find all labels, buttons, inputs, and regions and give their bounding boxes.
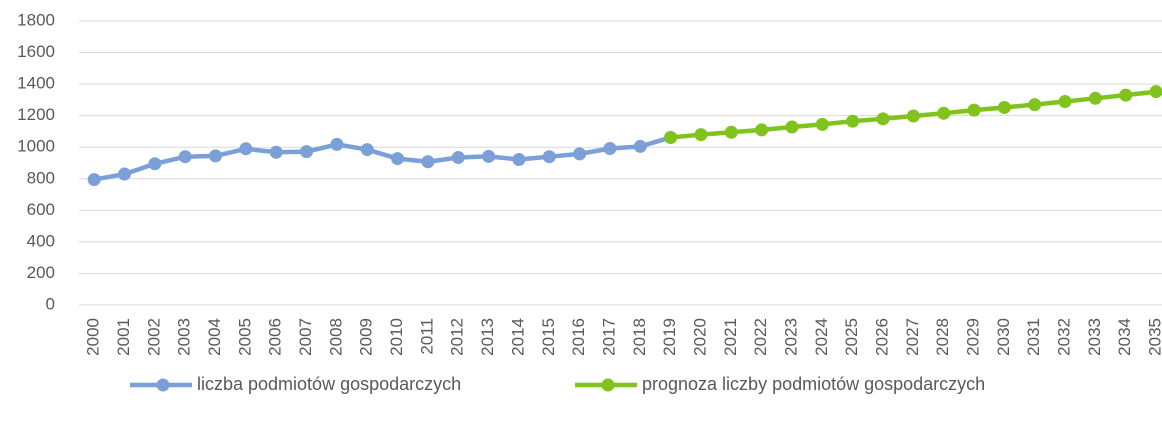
x-tick-label: 2008 <box>326 318 345 356</box>
y-tick-label: 0 <box>46 294 55 313</box>
x-tick-label: 2006 <box>266 318 285 356</box>
marker <box>239 142 253 156</box>
x-tick-label: 2004 <box>205 318 224 356</box>
y-tick-label: 600 <box>27 200 55 219</box>
marker <box>512 153 526 167</box>
x-tick-label: 2019 <box>660 318 679 356</box>
x-tick-label: 2034 <box>1115 318 1134 356</box>
legend-marker <box>156 378 170 392</box>
legend-label: liczba podmiotów gospodarczych <box>197 374 461 394</box>
x-tick-label: 2011 <box>417 318 436 355</box>
y-tick-label: 400 <box>27 231 55 250</box>
legend: liczba podmiotów gospodarczych prognoza l… <box>130 374 985 394</box>
x-tick-label: 2005 <box>235 318 254 356</box>
x-tick-label: 2023 <box>781 318 800 356</box>
y-tick-label: 1400 <box>17 74 55 93</box>
x-tick-label: 2015 <box>539 318 558 356</box>
marker <box>300 145 314 159</box>
x-tick-label: 2001 <box>114 318 133 356</box>
y-tick-label: 1600 <box>17 42 55 61</box>
marker <box>755 123 769 137</box>
marker <box>1058 94 1072 108</box>
marker <box>876 112 890 126</box>
marker <box>391 152 405 166</box>
marker <box>148 157 162 171</box>
marker <box>997 100 1011 114</box>
x-tick-label: 2033 <box>1085 318 1104 356</box>
x-tick-label: 2007 <box>296 318 315 356</box>
x-tick-label: 2025 <box>842 318 861 356</box>
x-tick-label: 2013 <box>478 318 497 356</box>
marker <box>360 143 374 157</box>
y-tick-label: 800 <box>27 168 55 187</box>
y-tick-label: 1200 <box>17 105 55 124</box>
x-tick-label: 2026 <box>872 318 891 356</box>
x-tick-label: 2024 <box>812 318 831 356</box>
x-tick-label: 2017 <box>599 318 618 356</box>
marker <box>118 167 132 181</box>
y-tick-label: 1800 <box>17 10 55 29</box>
marker <box>573 147 587 161</box>
marker <box>694 128 708 142</box>
x-tick-label: 2027 <box>903 318 922 356</box>
x-tick-label: 2014 <box>508 318 527 356</box>
marker <box>633 139 647 153</box>
marker <box>937 106 951 120</box>
marker <box>1149 85 1162 99</box>
x-tick-label: 2022 <box>751 318 770 356</box>
x-tick-label: 2032 <box>1055 318 1074 356</box>
marker <box>664 130 678 144</box>
x-tick-label: 2010 <box>387 318 406 356</box>
x-tick-label: 2021 <box>721 318 740 356</box>
x-tick-label: 2009 <box>357 318 376 356</box>
x-tick-label: 2018 <box>630 318 649 356</box>
marker <box>967 103 981 117</box>
x-tick-label: 2000 <box>84 318 103 356</box>
marker <box>269 145 283 159</box>
marker <box>785 120 799 134</box>
marker <box>482 149 496 163</box>
legend-label: prognoza liczby podmiotów gospodarczych <box>642 374 985 394</box>
x-tick-label: 2035 <box>1146 318 1162 356</box>
marker <box>1119 88 1133 102</box>
y-tick-label: 200 <box>27 263 55 282</box>
marker <box>815 117 829 131</box>
marker <box>421 155 435 169</box>
marker <box>209 149 223 163</box>
x-tick-label: 2002 <box>144 318 163 356</box>
legend-marker <box>601 378 615 392</box>
x-tick-label: 2016 <box>569 318 588 356</box>
x-tick-label: 2028 <box>933 318 952 356</box>
marker <box>1088 91 1102 105</box>
marker <box>87 173 101 187</box>
marker <box>451 150 465 164</box>
x-tick-label: 2020 <box>690 318 709 356</box>
marker <box>178 150 192 164</box>
x-tick-label: 2029 <box>964 318 983 356</box>
x-tick-label: 2003 <box>175 318 194 356</box>
x-tick-label: 2031 <box>1024 318 1043 356</box>
x-tick-label: 2030 <box>994 318 1013 356</box>
marker <box>724 125 738 139</box>
marker <box>906 109 920 123</box>
marker <box>330 137 344 151</box>
marker <box>846 114 860 128</box>
y-tick-label: 1000 <box>17 137 55 156</box>
x-tick-label: 2012 <box>448 318 467 356</box>
marker <box>542 150 556 164</box>
marker <box>603 141 617 155</box>
marker <box>1028 98 1042 112</box>
